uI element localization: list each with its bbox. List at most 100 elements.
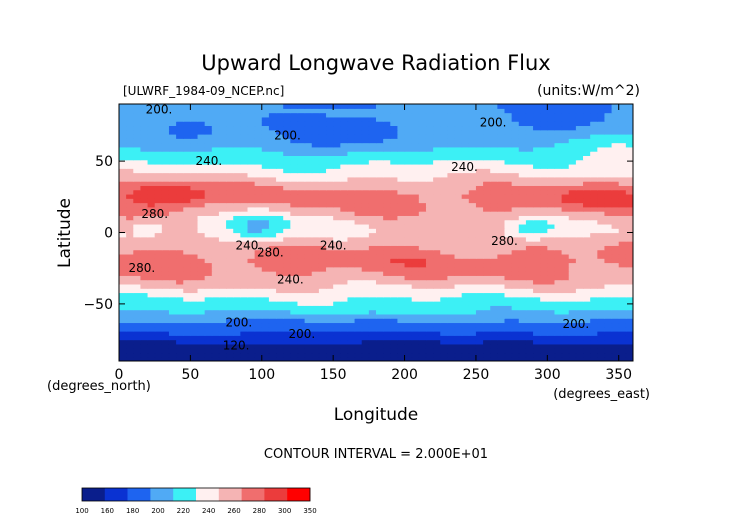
heatmap-cell [468, 176, 477, 182]
heatmap-cell [247, 322, 256, 328]
heatmap-cell [483, 343, 491, 349]
heatmap-cell [554, 163, 563, 169]
heatmap-cell [276, 168, 284, 174]
heatmap-cell [283, 339, 291, 345]
heatmap-cell [440, 185, 448, 191]
heatmap-cell [261, 198, 270, 204]
heatmap-cell [383, 104, 391, 109]
heatmap-cell [226, 133, 234, 139]
heatmap-cell [183, 258, 191, 264]
heatmap-cell [497, 189, 506, 195]
heatmap-cell [604, 322, 613, 328]
heatmap-cell [268, 309, 277, 315]
heatmap-cell [333, 185, 341, 191]
heatmap-cell [197, 279, 206, 285]
heatmap-cell [190, 262, 199, 268]
heatmap-cell [440, 155, 448, 161]
heatmap-cell [326, 249, 334, 255]
heatmap-cell [233, 241, 241, 246]
heatmap-cell [625, 292, 633, 298]
heatmap-cell [604, 326, 613, 332]
heatmap-cell [268, 159, 277, 165]
heatmap-cell [604, 258, 613, 264]
heatmap-cell [226, 352, 234, 358]
heatmap-cell [133, 296, 142, 302]
heatmap-cell [161, 138, 170, 144]
heatmap-cell [454, 352, 463, 358]
heatmap-cell [540, 301, 548, 306]
heatmap-cell [304, 339, 313, 345]
heatmap-cell [176, 339, 184, 345]
heatmap-cell [204, 151, 213, 156]
heatmap-cell [126, 356, 134, 361]
heatmap-cell [204, 279, 213, 285]
heatmap-cell [390, 266, 399, 272]
heatmap-cell [183, 142, 191, 148]
heatmap-cell [326, 116, 334, 122]
colorbar-swatch [196, 488, 220, 501]
heatmap-cell [190, 245, 199, 251]
heatmap-cell [483, 159, 491, 165]
heatmap-cell [511, 159, 520, 165]
heatmap-cell [297, 318, 306, 324]
heatmap-cell [447, 133, 456, 139]
heatmap-cell [354, 318, 363, 324]
heatmap-cell [290, 339, 299, 345]
heatmap-cell [311, 228, 320, 234]
heatmap-cell [511, 301, 520, 306]
heatmap-cell [119, 339, 127, 345]
heatmap-cell [511, 155, 520, 161]
heatmap-cell [226, 228, 234, 234]
heatmap-cell [590, 356, 598, 361]
heatmap-cell [126, 223, 134, 229]
heatmap-cell [283, 271, 291, 276]
heatmap-cell [340, 326, 349, 332]
heatmap-cell [361, 335, 370, 341]
heatmap-cell [611, 116, 620, 122]
heatmap-cell [190, 223, 199, 229]
heatmap-cell [140, 348, 149, 354]
heatmap-cell [540, 305, 548, 311]
heatmap-cell [147, 185, 156, 191]
y-unit-label: (degrees_north) [47, 379, 151, 394]
heatmap-cell [368, 159, 377, 165]
heatmap-cell [147, 279, 156, 285]
heatmap-cell [411, 133, 420, 139]
heatmap-cell [247, 189, 256, 195]
heatmap-cell [397, 271, 406, 276]
heatmap-cell [161, 198, 170, 204]
heatmap-cell [247, 339, 256, 345]
heatmap-cell [511, 181, 520, 186]
heatmap-cell [518, 348, 527, 354]
colorbar-label: 220 [177, 507, 190, 515]
heatmap-cell [190, 348, 199, 354]
heatmap-cell [454, 198, 463, 204]
heatmap-cell [554, 352, 563, 358]
heatmap-cell [376, 292, 384, 298]
heatmap-cell [590, 352, 598, 358]
heatmap-cell [554, 279, 563, 285]
heatmap-cell [383, 129, 391, 135]
heatmap-cell [618, 288, 627, 294]
heatmap-cell [518, 176, 527, 182]
heatmap-cell [183, 305, 191, 311]
heatmap-cell [490, 189, 498, 195]
heatmap-cell [154, 211, 163, 216]
heatmap-cell [226, 241, 234, 246]
heatmap-cell [575, 352, 584, 358]
heatmap-cell [318, 108, 327, 114]
heatmap-cell [218, 343, 227, 349]
heatmap-cell [468, 326, 477, 332]
heatmap-cell [397, 125, 406, 131]
heatmap-cell [583, 211, 591, 216]
heatmap-cell [440, 142, 448, 148]
heatmap-cell [390, 335, 399, 341]
heatmap-cell [211, 318, 220, 324]
heatmap-cell [168, 129, 177, 135]
heatmap-cell [411, 245, 420, 251]
heatmap-cell [397, 155, 406, 161]
heatmap-cell [354, 219, 363, 225]
heatmap-cell [590, 228, 598, 234]
heatmap-cell [454, 202, 463, 208]
heatmap-cell [133, 266, 142, 272]
